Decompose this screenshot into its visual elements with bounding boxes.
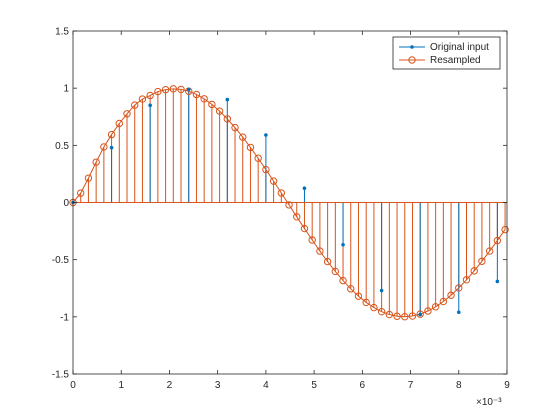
x-tick-label: 6 (360, 380, 366, 391)
stem-lines (80, 88, 506, 317)
resampled-point (277, 189, 286, 197)
legend-label-resampled: Resampled (430, 55, 481, 66)
resampled-point (239, 133, 247, 141)
resampled-point (408, 312, 417, 320)
resampled-point (362, 298, 370, 307)
resampled-point (231, 123, 239, 132)
resampled-point (323, 257, 332, 266)
resampled-point (300, 224, 309, 233)
original-point (341, 243, 345, 247)
y-tick-label: -0.5 (52, 255, 70, 266)
resampled-point (493, 236, 502, 245)
resampled-point (223, 115, 232, 123)
resampled-point (285, 201, 293, 209)
resampled-point (161, 85, 170, 94)
resampled-point (439, 297, 448, 306)
resampled-point (246, 143, 255, 152)
original-point (109, 145, 114, 150)
x-tick-label: 3 (215, 380, 221, 391)
resampled-point (293, 213, 301, 221)
original-point (186, 87, 191, 92)
resampled-point (262, 165, 270, 174)
y-tick-label: -1.5 (52, 370, 70, 381)
y-tick-label: -1 (60, 312, 69, 323)
legend-resampled-marker (408, 56, 416, 64)
resampled-point (138, 95, 147, 103)
resampled-point (385, 310, 394, 319)
x-exponent-label: ×10⁻³ (476, 397, 502, 408)
y-tick-label: 0 (63, 198, 69, 209)
original-point (302, 186, 307, 191)
y-tick-label: 1 (63, 84, 69, 95)
original-point (495, 279, 500, 284)
resampled-point (393, 312, 401, 320)
axis-ticks (72, 30, 508, 375)
original-point (264, 133, 268, 137)
legend-box (392, 36, 501, 70)
resampled-point (308, 236, 316, 244)
legend[interactable]: Original input Resampled (392, 36, 501, 70)
resampled-point (192, 90, 201, 99)
x-tick-label: 9 (504, 380, 510, 391)
resampled-point (100, 143, 108, 151)
resampled-point (77, 189, 85, 197)
original-point (456, 310, 461, 315)
resampled-point (84, 174, 93, 182)
legend-label-original: Original input (430, 42, 489, 53)
x-tick-label: 0 (70, 380, 76, 391)
resampled-point (354, 292, 363, 300)
resampled-point (462, 276, 471, 284)
legend-original-marker (410, 45, 414, 49)
series-markers (69, 85, 509, 321)
axis-tick-labels: 0 1 2 3 4 5 6 7 8 9 1.5 1 0.5 0 -0.5 -1 -1.5 (52, 27, 510, 392)
resampled-point (123, 110, 131, 118)
resampled-point (131, 101, 139, 109)
x-tick-label: 2 (167, 380, 173, 391)
resampled-point (316, 247, 324, 255)
resampled-point (401, 313, 409, 321)
resampled-point (370, 303, 378, 312)
resampled-point (331, 267, 340, 276)
resampled-point (347, 285, 355, 293)
resampled-point (177, 85, 185, 94)
resampled-point (169, 85, 178, 93)
x-tick-label: 7 (408, 380, 414, 391)
x-tick-label: 8 (456, 380, 462, 391)
resampled-point (447, 291, 455, 299)
resampled-point (146, 91, 154, 100)
resampled-point (107, 130, 116, 139)
original-point (225, 97, 230, 102)
resampled-point (254, 154, 262, 162)
resampled-point (478, 257, 486, 265)
resampled-point (416, 310, 424, 318)
x-tick-label: 4 (263, 380, 269, 391)
resampled-point (377, 307, 386, 316)
resampled-point (269, 177, 278, 185)
y-tick-label: 1.5 (55, 27, 69, 38)
resampled-point (115, 119, 123, 128)
resampled-point (339, 276, 347, 285)
resampled-point (485, 247, 494, 255)
resampled-point (431, 303, 440, 311)
resampled-point (92, 158, 100, 166)
resampled-point (424, 307, 432, 315)
resampled-point (154, 87, 162, 96)
resampled-point (208, 100, 216, 109)
y-tick-label: 0.5 (55, 141, 69, 152)
original-point (379, 288, 384, 293)
resampled-point (501, 225, 509, 234)
resampled-point (470, 267, 478, 275)
original-point (418, 312, 423, 317)
resampled-point (200, 95, 208, 103)
x-tick-label: 1 (118, 380, 124, 391)
resampled-point (215, 107, 224, 115)
x-tick-label: 5 (311, 380, 317, 391)
resampled-point (455, 284, 463, 292)
original-point (148, 103, 152, 108)
